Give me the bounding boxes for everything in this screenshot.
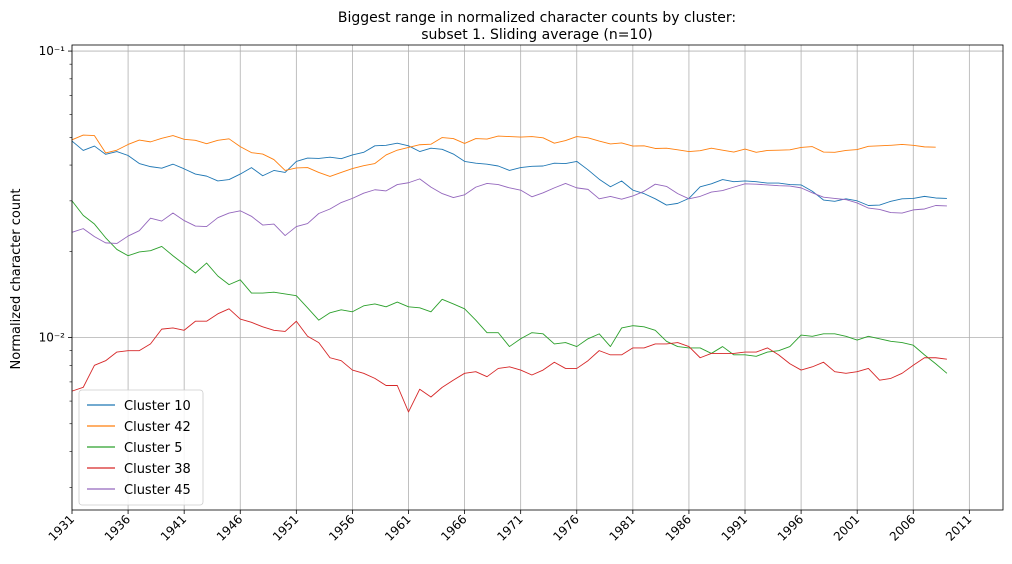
legend-label: Cluster 5 [124, 441, 183, 456]
legend-label: Cluster 42 [124, 420, 191, 435]
series-line-cluster-38 [71, 308, 947, 413]
chart-title: Biggest range in normalized character co… [338, 10, 736, 26]
y-tick-label: 10⁻¹ [39, 44, 66, 58]
legend-label: Cluster 38 [124, 462, 191, 477]
legend-label: Cluster 45 [124, 483, 191, 498]
y-axis-label: Normalized character count [9, 189, 24, 370]
y-tick-label: 10⁻² [39, 331, 66, 345]
plot-lines [71, 134, 948, 413]
series-line-cluster-45 [71, 178, 947, 244]
legend: Cluster 10 Cluster 42 Cluster 5 Cluster 38 C… [78, 389, 204, 506]
chart-subtitle: subset 1. Sliding average (n=10) [421, 27, 652, 43]
plot-frame [71, 44, 1004, 511]
series-line-cluster-42 [71, 134, 936, 177]
series-line-cluster-5 [71, 200, 948, 374]
series-line-cluster-10 [71, 140, 947, 206]
grid-lines [71, 45, 1003, 510]
legend-label: Cluster 10 [124, 399, 191, 414]
legend-box [78, 389, 204, 506]
